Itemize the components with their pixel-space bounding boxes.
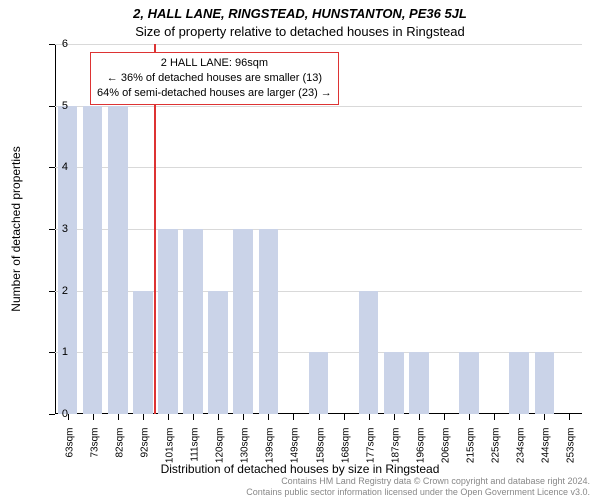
bar [233, 229, 253, 414]
grid-line [55, 167, 582, 168]
grid-line [55, 229, 582, 230]
annotation-line-2: ← 36% of detached houses are smaller (13… [97, 71, 332, 86]
x-tick [168, 414, 169, 420]
x-tick [268, 414, 269, 420]
footer-line-1: Contains HM Land Registry data © Crown c… [246, 476, 590, 487]
bar [58, 106, 78, 414]
y-tick-label: 6 [48, 38, 68, 50]
x-tick [394, 414, 395, 420]
bar [259, 229, 279, 414]
grid-line [55, 44, 582, 45]
bar [183, 229, 203, 414]
footer-text: Contains HM Land Registry data © Crown c… [246, 476, 590, 498]
x-tick [544, 414, 545, 420]
bar [384, 352, 404, 414]
y-tick-label: 2 [48, 285, 68, 297]
x-tick [369, 414, 370, 420]
bar [108, 106, 128, 414]
x-tick [419, 414, 420, 420]
y-axis-label: Number of detached properties [9, 146, 23, 311]
y-tick-label: 5 [48, 100, 68, 112]
x-axis-label: Distribution of detached houses by size … [0, 462, 600, 476]
bar [309, 352, 329, 414]
x-tick [193, 414, 194, 420]
bar [83, 106, 103, 414]
x-tick [469, 414, 470, 420]
chart-title-sub: Size of property relative to detached ho… [0, 24, 600, 39]
annotation-box: 2 HALL LANE: 96sqm ← 36% of detached hou… [90, 52, 339, 105]
x-tick [344, 414, 345, 420]
bar [158, 229, 178, 414]
y-tick-label: 1 [48, 346, 68, 358]
x-tick [243, 414, 244, 420]
annotation-line-1: 2 HALL LANE: 96sqm [97, 56, 332, 71]
y-axis-label-wrap: Number of detached properties [8, 44, 24, 414]
bar [409, 352, 429, 414]
grid-line [55, 106, 582, 107]
bar [208, 291, 228, 414]
y-tick-label: 4 [48, 161, 68, 173]
x-tick [494, 414, 495, 420]
x-tick [444, 414, 445, 420]
x-tick [218, 414, 219, 420]
chart-container: 2, HALL LANE, RINGSTEAD, HUNSTANTON, PE3… [0, 0, 600, 500]
x-tick [93, 414, 94, 420]
x-tick [118, 414, 119, 420]
bar [133, 291, 153, 414]
bar [359, 291, 379, 414]
x-tick [519, 414, 520, 420]
x-tick [143, 414, 144, 420]
y-tick-label: 3 [48, 223, 68, 235]
footer-line-2: Contains public sector information licen… [246, 487, 590, 498]
bar [459, 352, 479, 414]
y-tick-label: 0 [48, 408, 68, 420]
x-tick [319, 414, 320, 420]
x-tick [293, 414, 294, 420]
bar [535, 352, 555, 414]
bar [509, 352, 529, 414]
annotation-line-3: 64% of semi-detached houses are larger (… [97, 86, 332, 101]
chart-title-address: 2, HALL LANE, RINGSTEAD, HUNSTANTON, PE3… [0, 6, 600, 21]
x-tick [569, 414, 570, 420]
